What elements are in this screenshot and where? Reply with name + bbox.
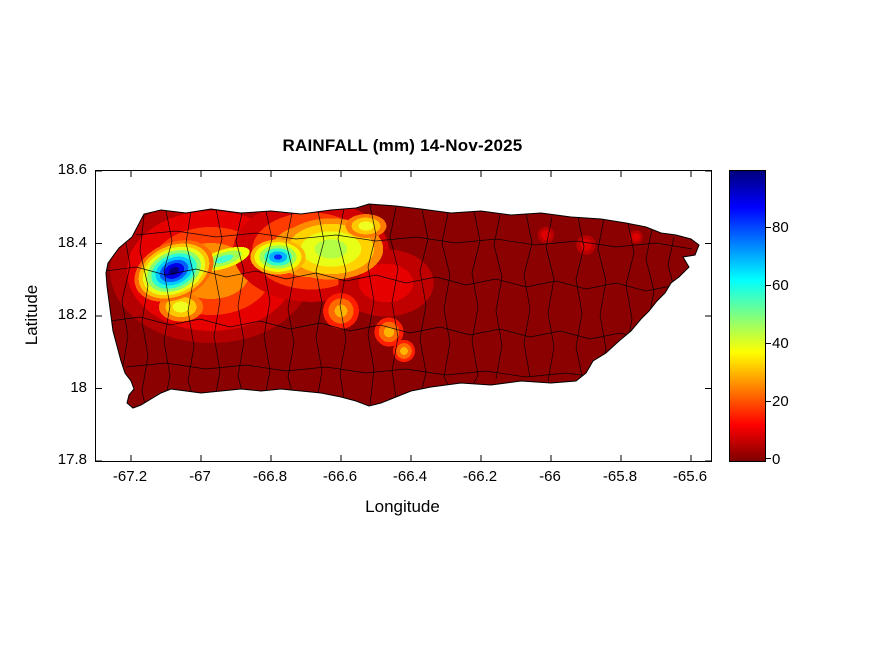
plot-title: RAINFALL (mm) 14-Nov-2025 [282, 136, 523, 155]
x-tick-label: -66 [539, 468, 561, 485]
y-tick-label: 18.6 [57, 161, 87, 178]
colorbar-gradient [730, 171, 765, 461]
colorbar-tickmark [766, 343, 771, 344]
y-tick-label: 18 [70, 379, 87, 396]
x-tick-label: -66.2 [462, 468, 498, 485]
x-tick-label: -65.6 [672, 468, 708, 485]
x-axis-label: Longitude [365, 497, 440, 516]
puerto-rico-rainfall-map [96, 171, 711, 461]
colorbar-tick-label: 40 [772, 335, 789, 352]
x-tick-label: -67.2 [112, 468, 148, 485]
rainfall-field [106, 204, 699, 408]
x-tick-label: -66.4 [392, 468, 428, 485]
y-axis-tickmarks [96, 171, 711, 461]
colorbar-tickmark [766, 227, 771, 228]
colorbar-tick-label: 60 [772, 277, 789, 294]
y-tick-label: 17.8 [57, 451, 87, 468]
x-tick-label: -67 [189, 468, 211, 485]
colorbar [729, 170, 766, 462]
colorbar-tickmark [766, 401, 771, 402]
x-tick-label: -65.8 [602, 468, 638, 485]
plot-area [95, 170, 712, 462]
colorbar-tickmark [766, 285, 771, 286]
colorbar-tickmark [766, 458, 771, 459]
colorbar-tick-label: 20 [772, 393, 789, 410]
y-tick-label: 18.2 [57, 306, 87, 323]
colorbar-tick-label: 80 [772, 219, 789, 236]
colorbar-tick-label: 0 [772, 451, 781, 468]
x-axis-tickmarks [130, 171, 692, 461]
x-tick-label: -66.6 [322, 468, 358, 485]
municipality-boundaries [106, 204, 699, 408]
x-tick-label: -66.8 [252, 468, 288, 485]
coastline [105, 203, 700, 409]
y-tick-label: 18.4 [57, 234, 87, 251]
